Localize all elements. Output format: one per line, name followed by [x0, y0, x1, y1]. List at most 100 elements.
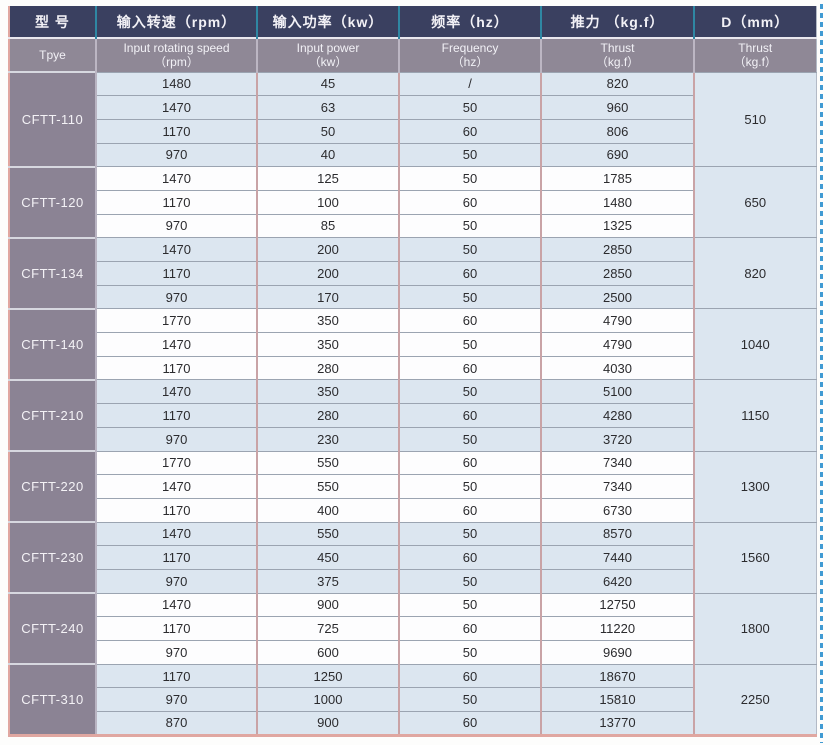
header-en-thrust-unit: （kg.f）	[595, 55, 640, 70]
table-row: CFTT-210 1470 350 50 5100 1150	[9, 378, 816, 451]
model-type-cell: CFTT-120	[9, 165, 96, 238]
header-row-chinese: 型 号 输入转速（rpm） 输入功率（kw） 频率（hz） 推力 （kg.f） …	[9, 6, 816, 38]
header-en-d: Thrust （kg.f）	[693, 37, 816, 72]
header-zh-power: 输入功率（kw）	[256, 6, 399, 38]
model-type-cell: CFTT-310	[9, 663, 96, 736]
table-row: 1170 200 60 2850	[9, 261, 816, 286]
table-row: 970 230 50 3720	[9, 426, 816, 451]
frequency-cell: 50	[398, 166, 541, 191]
thrust-cell: 820	[540, 71, 694, 96]
frequency-cell: 50	[398, 213, 541, 238]
crop-dash-line	[820, 4, 823, 743]
thrust-cell: 806	[540, 118, 694, 144]
power-cell: 50	[256, 118, 399, 144]
rpm-cell: 970	[95, 640, 257, 665]
header-en-speed-label: Input rotating speed	[123, 40, 230, 55]
rpm-cell: 1470	[95, 474, 257, 499]
diameter-cell: 820	[693, 237, 816, 309]
thrust-cell: 18670	[540, 663, 694, 688]
model-type-cell: CFTT-240	[9, 592, 96, 665]
frequency-cell: 60	[398, 308, 541, 333]
thrust-cell: 13770	[540, 711, 694, 736]
power-cell: 85	[256, 213, 399, 238]
rpm-cell: 1470	[95, 379, 257, 404]
diameter-cell: 1560	[693, 521, 816, 594]
power-cell: 1000	[256, 687, 399, 712]
diameter-cell: 510	[693, 71, 816, 167]
header-en-power-label: Input power	[296, 40, 360, 55]
table-header: 型 号 输入转速（rpm） 输入功率（kw） 频率（hz） 推力 （kg.f） …	[9, 6, 816, 72]
header-zh-thrust: 推力 （kg.f）	[540, 6, 694, 38]
rpm-cell: 970	[95, 142, 257, 167]
thrust-cell: 1325	[540, 213, 694, 238]
power-cell: 350	[256, 308, 399, 333]
model-type-cell: CFTT-110	[9, 71, 96, 167]
header-zh-freq: 频率（hz）	[398, 6, 541, 38]
thrust-cell: 5100	[540, 379, 694, 404]
power-cell: 45	[256, 71, 399, 96]
table-row: 1470 63 50 960	[9, 95, 816, 120]
rpm-cell: 970	[95, 568, 257, 594]
rpm-cell: 1170	[95, 616, 257, 641]
table-row: 1170 280 60 4030	[9, 355, 816, 380]
thrust-cell: 7440	[540, 545, 694, 570]
frequency-cell: /	[398, 71, 541, 96]
header-zh-speed: 输入转速（rpm）	[95, 6, 257, 38]
header-zh-d: D（mm）	[693, 6, 816, 38]
frequency-cell: 60	[398, 403, 541, 428]
frequency-cell: 60	[398, 711, 541, 736]
thrust-cell: 8570	[540, 521, 694, 546]
header-en-speed: Input rotating speed （rpm）	[95, 37, 257, 72]
frequency-cell: 60	[398, 189, 541, 215]
rpm-cell: 1170	[95, 355, 257, 380]
thrust-cell: 4280	[540, 403, 694, 428]
frequency-cell: 60	[398, 497, 541, 523]
thruster-spec-table: 型 号 输入转速（rpm） 输入功率（kw） 频率（hz） 推力 （kg.f） …	[8, 6, 817, 737]
table-row: CFTT-110 1480 45/820 510	[9, 71, 816, 167]
thrust-cell: 11220	[540, 616, 694, 641]
rpm-cell: 1470	[95, 521, 257, 546]
rpm-cell: 1470	[95, 95, 257, 120]
frequency-cell: 60	[398, 663, 541, 688]
power-cell: 170	[256, 284, 399, 309]
table-row: 970 375 50 6420	[9, 568, 816, 594]
model-type-cell: CFTT-230	[9, 521, 96, 594]
table-row: 1170 100 60 1480	[9, 189, 816, 215]
model-type-cell: CFTT-134	[9, 236, 96, 309]
table-body: CFTT-110 1480 45/820 510 1470 63 50 960 1170 50 60…	[9, 71, 816, 736]
table-row: CFTT-240 1470 900 50 12750 1800	[9, 592, 816, 665]
table-row: 1470 350 50 4790	[9, 332, 816, 357]
rpm-cell: 970	[95, 426, 257, 451]
header-en-freq: Frequency （hz）	[398, 37, 541, 72]
thrust-cell: 4790	[540, 332, 694, 357]
rpm-cell: 1470	[95, 166, 257, 191]
header-row-english: Tpye Input rotating speed （rpm） Input pow…	[9, 37, 816, 72]
thrust-cell: 2850	[540, 237, 694, 262]
power-cell: 550	[256, 474, 399, 499]
frequency-cell: 50	[398, 379, 541, 404]
power-cell: 40	[256, 142, 399, 167]
rpm-cell: 1470	[95, 592, 257, 617]
rpm-cell: 1480	[95, 71, 257, 96]
power-cell: 900	[256, 592, 399, 617]
power-cell: 550	[256, 521, 399, 546]
thrust-cell: 3720	[540, 426, 694, 451]
power-cell: 200	[256, 261, 399, 286]
header-en-d-label: Thrust	[738, 40, 773, 55]
power-cell: 280	[256, 355, 399, 380]
thrust-cell: 7340	[540, 474, 694, 499]
thrust-cell: 4030	[540, 355, 694, 380]
header-en-power: Input power （kw）	[256, 37, 399, 72]
rpm-cell: 970	[95, 213, 257, 238]
table-row: CFTT-230 1470 550 50 8570 1560	[9, 521, 816, 594]
rpm-cell: 1170	[95, 189, 257, 215]
diameter-cell: 1150	[693, 379, 816, 451]
frequency-cell: 50	[398, 568, 541, 594]
frequency-cell: 50	[398, 332, 541, 357]
thrust-cell: 4790	[540, 308, 694, 333]
thrust-cell: 6730	[540, 497, 694, 523]
power-cell: 100	[256, 189, 399, 215]
thrust-cell: 1785	[540, 166, 694, 191]
table-row: CFTT-220 1770 550 60 7340 1300	[9, 449, 816, 523]
model-type-cell: CFTT-210	[9, 378, 96, 451]
